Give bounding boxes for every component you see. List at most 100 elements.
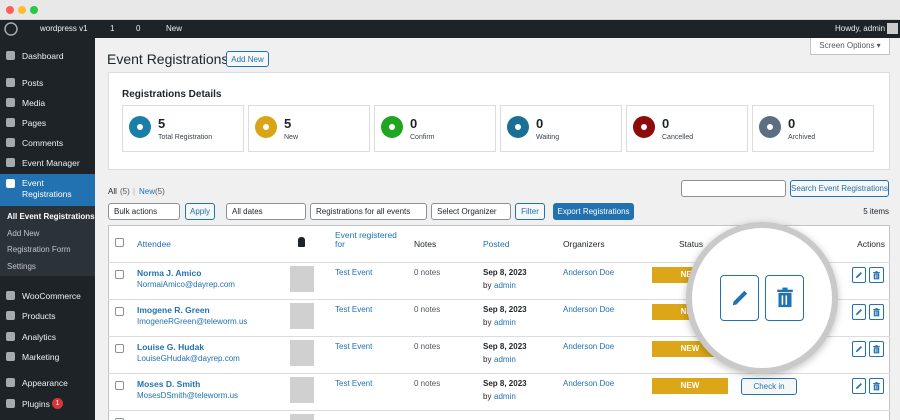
menu-icon <box>6 399 15 408</box>
attendee-email[interactable]: LouiseGHudak@dayrep.com <box>137 354 240 363</box>
menu-item[interactable]: WooCommerce <box>22 291 81 301</box>
screen-options[interactable]: Screen Options ▾ <box>810 38 890 55</box>
attendee-name[interactable]: Moses D. Smith <box>137 379 201 389</box>
menu-item[interactable]: Media <box>22 98 46 108</box>
active-menu[interactable] <box>0 174 95 206</box>
menu-icon <box>6 378 15 387</box>
search-input[interactable] <box>681 180 786 197</box>
stat-icon-glyph <box>263 124 269 130</box>
delete-button-shape <box>876 348 878 353</box>
view-new[interactable]: New <box>139 187 156 196</box>
notes: 0 notes <box>414 342 441 351</box>
col-attendee[interactable]: Attendee <box>137 239 172 249</box>
stat-value: 0 <box>662 116 670 131</box>
edit-button-zoom[interactable] <box>720 275 759 321</box>
submenu-item[interactable]: Registration Form <box>7 245 71 254</box>
posted-author[interactable]: admin <box>494 318 516 327</box>
close-dot[interactable] <box>6 6 14 14</box>
event-link[interactable]: Test Event <box>335 305 373 314</box>
site-name[interactable]: wordpress v1 <box>40 24 88 33</box>
add-new[interactable]: Add New <box>226 51 269 67</box>
stat-icon-glyph <box>515 124 521 130</box>
organizer[interactable]: Anderson Doe <box>563 268 615 277</box>
menu-item-active[interactable]: Registrations <box>22 189 72 199</box>
delete-button-shape <box>876 274 878 279</box>
menu-item[interactable]: Posts <box>22 78 44 88</box>
row-checkbox[interactable] <box>115 307 124 316</box>
menu-item[interactable]: Analytics <box>22 332 57 342</box>
delete-button-shape <box>873 271 880 273</box>
submenu-item[interactable]: All Event Registrations <box>7 212 95 221</box>
menu-icon <box>6 78 15 87</box>
dates-select[interactable]: All dates <box>226 203 306 220</box>
delete-button-shape <box>873 382 880 384</box>
attendee-name[interactable]: Norma J. Amico <box>137 268 202 278</box>
attendee-email[interactable]: NormaiAmico@dayrep.com <box>137 280 235 289</box>
submenu-item[interactable]: Add New <box>7 229 40 238</box>
event-link[interactable]: Test Event <box>335 342 373 351</box>
edit-button-zoom-shape <box>732 290 748 306</box>
view-all[interactable]: All <box>108 187 117 196</box>
col-event[interactable]: for <box>335 239 345 249</box>
menu-item[interactable]: Event Manager <box>22 158 80 168</box>
stat-box <box>752 105 874 152</box>
bulk-select[interactable]: Bulk actions <box>108 203 180 220</box>
col-event[interactable]: Event registered <box>335 230 397 240</box>
posted-author[interactable]: admin <box>494 392 516 401</box>
menu-item[interactable]: Products <box>22 311 56 321</box>
updates-count[interactable]: 1 <box>110 24 115 33</box>
edit-button[interactable] <box>852 304 866 320</box>
organizer[interactable]: Anderson Doe <box>563 305 615 314</box>
menu-item[interactable]: Plugins <box>22 399 50 409</box>
avatar <box>290 377 314 403</box>
posted-author[interactable]: admin <box>494 355 516 364</box>
delete-button[interactable] <box>869 378 884 394</box>
menu-item[interactable]: Marketing <box>22 352 60 362</box>
event-link[interactable]: Test Event <box>335 268 373 277</box>
submenu-item[interactable]: Settings <box>7 262 36 271</box>
delete-button[interactable] <box>869 267 884 283</box>
checkin-button[interactable]: Check in <box>741 378 797 395</box>
organizer[interactable]: Anderson Doe <box>563 342 615 351</box>
delete-button-zoom[interactable] <box>765 275 804 321</box>
menu-item[interactable]: Appearance <box>22 378 68 388</box>
edit-button[interactable] <box>852 267 866 283</box>
delete-button[interactable] <box>869 341 884 357</box>
delete-button-zoom-shape <box>778 292 792 308</box>
menu-item-active[interactable]: Event <box>22 178 44 188</box>
organizer-select[interactable]: Select Organizer <box>431 203 511 220</box>
attendee-name[interactable]: Imogene R. Green <box>137 305 210 315</box>
howdy[interactable]: Howdy, admin <box>835 24 886 33</box>
attendee-email[interactable]: MosesDSmith@teleworm.us <box>137 391 239 400</box>
row-checkbox[interactable] <box>115 381 124 390</box>
edit-button[interactable] <box>852 378 866 394</box>
attendee-name[interactable]: Louise G. Hudak <box>137 342 205 352</box>
events-select[interactable]: Registrations for all events <box>310 203 427 220</box>
event-link[interactable]: Test Event <box>335 379 373 388</box>
row-checkbox[interactable] <box>115 270 124 279</box>
menu-item[interactable]: Dashboard <box>22 51 64 61</box>
search-button[interactable]: Search Event Registrations <box>790 180 889 197</box>
edit-button-zoom-shape <box>732 290 748 306</box>
posted-author[interactable]: admin <box>494 281 516 290</box>
export-button[interactable]: Export Registrations <box>553 203 634 220</box>
menu-item[interactable]: Pages <box>22 118 47 128</box>
posted-by: by <box>483 318 492 327</box>
organizer[interactable]: Anderson Doe <box>563 379 615 388</box>
edit-button[interactable] <box>852 341 866 357</box>
row-checkbox[interactable] <box>115 344 124 353</box>
comments-count[interactable]: 0 <box>136 24 141 33</box>
minimize-dot[interactable] <box>18 6 26 14</box>
row-checkbox[interactable] <box>115 418 124 420</box>
delete-button-shape <box>873 382 880 391</box>
delete-button-shape <box>875 385 876 390</box>
zoom-dot[interactable] <box>30 6 38 14</box>
attendee-email[interactable]: ImogeneRGreen@teleworm.us <box>137 317 248 326</box>
col-posted[interactable]: Posted <box>483 239 510 249</box>
delete-button[interactable] <box>869 304 884 320</box>
apply-button[interactable]: Apply <box>185 203 215 220</box>
new-link[interactable]: New <box>166 24 183 33</box>
edit-button-shape <box>856 346 862 352</box>
filter-button[interactable]: Filter <box>515 203 545 220</box>
menu-item[interactable]: Comments <box>22 138 64 148</box>
